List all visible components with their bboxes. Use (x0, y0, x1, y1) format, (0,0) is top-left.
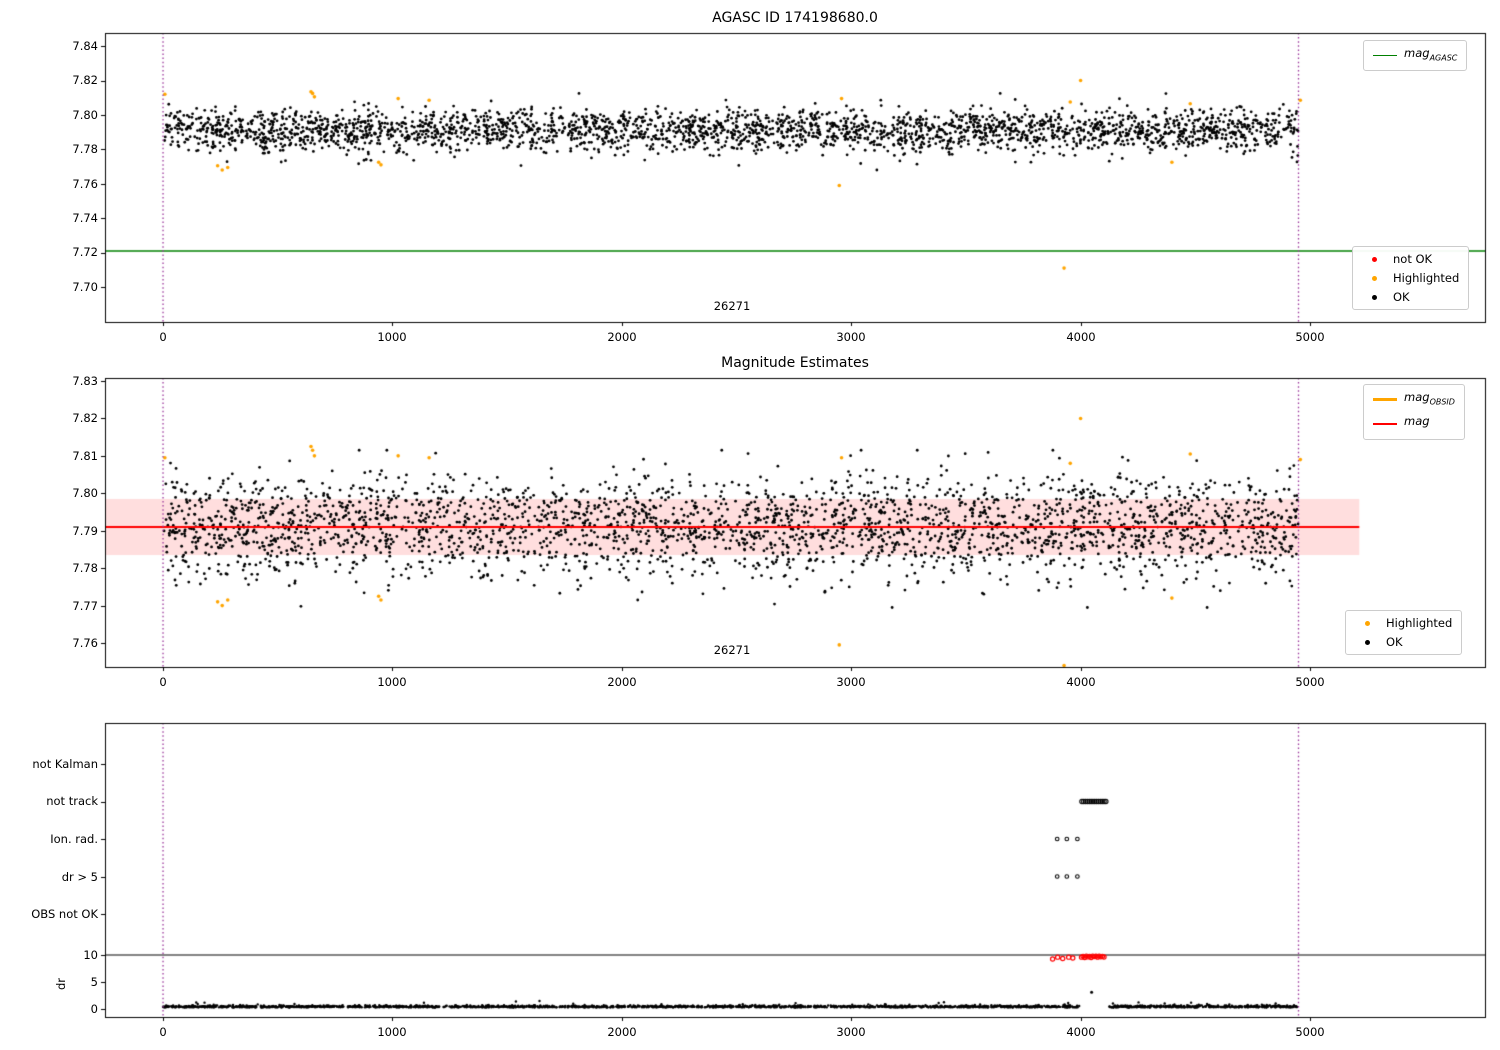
legend-label: OK (1386, 635, 1403, 649)
legend-label: mag (1404, 414, 1430, 429)
ytick-label: 7.70 (72, 280, 98, 294)
legend-sample (1355, 637, 1379, 647)
xtick-label: 5000 (1295, 1025, 1325, 1039)
ytick-label: 7.82 (72, 73, 98, 87)
xtick-label: 4000 (1066, 1025, 1096, 1039)
legend-item: mag (1373, 414, 1455, 433)
dr-tick-label: 0 (90, 1002, 98, 1016)
ytick-label: 7.78 (72, 142, 98, 156)
ytick-label: 7.76 (72, 177, 98, 191)
legend-sample (1362, 254, 1386, 264)
xtick-label: 1000 (377, 1025, 407, 1039)
legend-sample (1362, 292, 1386, 302)
plot2-line-legend: magOBSID mag (1363, 384, 1465, 440)
legend-label: Highlighted (1386, 616, 1453, 630)
ytick-label: 7.74 (72, 211, 98, 225)
plot1-title: AGASC ID 174198680.0 (712, 10, 878, 26)
flag-category-label: Ion. rad. (50, 832, 98, 846)
orange-dot-swatch (1364, 620, 1370, 626)
xtick-label: 0 (159, 330, 167, 344)
flag-category-label: not track (46, 794, 98, 808)
ytick-label: 7.78 (72, 561, 98, 575)
orange-line-swatch (1373, 398, 1397, 402)
xtick-label: 5000 (1295, 330, 1325, 344)
ytick-label: 7.83 (72, 374, 98, 388)
ytick-label: 7.84 (72, 39, 98, 53)
xtick-label: 3000 (836, 1025, 866, 1039)
legend-item: magAGASC (1373, 46, 1457, 65)
obsid-annotation: 26271 (713, 643, 751, 657)
dr-tick-label: 5 (90, 975, 98, 989)
xtick-label: 1000 (377, 675, 407, 689)
flag-category-label: not Kalman (32, 757, 98, 771)
red-dot-swatch (1371, 256, 1377, 262)
xtick-label: 4000 (1066, 675, 1096, 689)
plot2-marker-legend: Highlighted OK (1345, 610, 1463, 655)
xtick-label: 2000 (607, 330, 637, 344)
ytick-label: 7.81 (72, 449, 98, 463)
legend-label: not OK (1393, 252, 1433, 266)
black-dot-swatch (1364, 639, 1370, 645)
legend-item: OK (1362, 290, 1459, 304)
ytick-label: 7.77 (72, 599, 98, 613)
legend-item: Highlighted (1362, 271, 1459, 285)
obsid-annotation: 26271 (713, 299, 751, 313)
ytick-label: 7.72 (72, 245, 98, 259)
legend-item: OK (1355, 635, 1452, 649)
ytick-label: 7.82 (72, 411, 98, 425)
legend-sample (1355, 618, 1379, 628)
dr-axis-label: dr (54, 977, 68, 991)
legend-sample (1373, 51, 1397, 61)
black-dot-swatch (1371, 294, 1377, 300)
legend-sample (1373, 419, 1397, 429)
legend-sample (1362, 273, 1386, 283)
xtick-label: 2000 (607, 675, 637, 689)
green-line-swatch (1373, 55, 1397, 57)
legend-label: OK (1393, 290, 1410, 304)
legend-label: magAGASC (1404, 46, 1458, 63)
flag-category-label: dr > 5 (61, 870, 98, 884)
legend-item: Highlighted (1355, 616, 1452, 630)
red-line-swatch (1373, 422, 1397, 425)
dr-tick-label: 10 (83, 948, 98, 962)
legend-label: magOBSID (1404, 390, 1455, 407)
plot2-title: Magnitude Estimates (721, 355, 869, 371)
plot1-marker-legend: not OK Highlighted OK (1352, 246, 1470, 310)
plot1-line-legend: magAGASC (1363, 40, 1468, 72)
flag-category-label: OBS not OK (31, 907, 98, 921)
xtick-label: 0 (159, 1025, 167, 1039)
ytick-label: 7.80 (72, 486, 98, 500)
xtick-label: 0 (159, 675, 167, 689)
legend-item: magOBSID (1373, 390, 1455, 409)
legend-label: Highlighted (1393, 271, 1460, 285)
xtick-label: 3000 (836, 675, 866, 689)
xtick-label: 5000 (1295, 675, 1325, 689)
xtick-label: 2000 (607, 1025, 637, 1039)
xtick-label: 4000 (1066, 330, 1096, 344)
orange-dot-swatch (1371, 275, 1377, 281)
ytick-label: 7.76 (72, 636, 98, 650)
ytick-label: 7.79 (72, 524, 98, 538)
ytick-label: 7.80 (72, 108, 98, 122)
legend-sample (1373, 395, 1397, 405)
xtick-label: 1000 (377, 330, 407, 344)
xtick-label: 3000 (836, 330, 866, 344)
legend-item: not OK (1362, 252, 1459, 266)
